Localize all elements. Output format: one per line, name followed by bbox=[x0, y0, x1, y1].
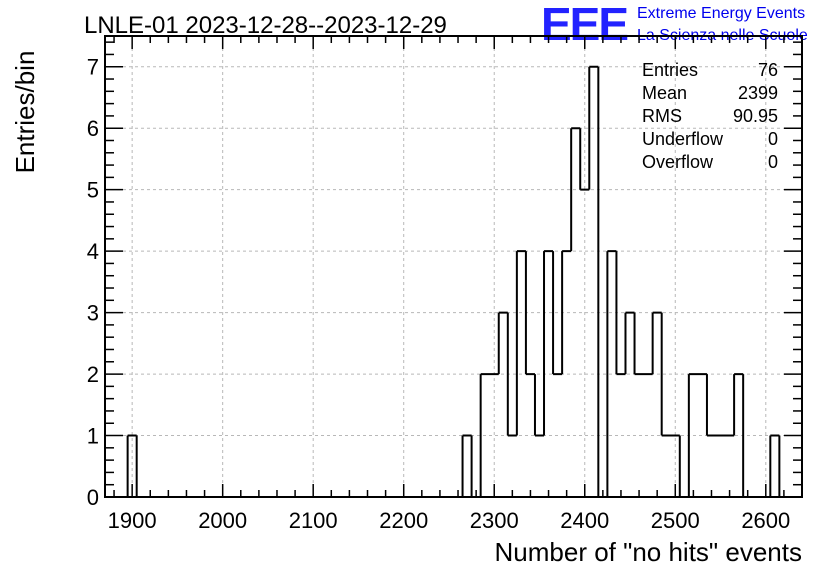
y-tick-label: 4 bbox=[87, 239, 99, 264]
x-tick-label: 2200 bbox=[379, 508, 428, 533]
y-tick-label: 6 bbox=[87, 116, 99, 141]
eee-logo-line1: Extreme Energy Events bbox=[637, 5, 805, 22]
x-tick-label: 1900 bbox=[108, 508, 157, 533]
stats-value: 0 bbox=[768, 129, 778, 149]
stats-label: Overflow bbox=[642, 152, 714, 172]
y-tick-label: 3 bbox=[87, 301, 99, 326]
y-tick-label: 0 bbox=[87, 485, 99, 510]
y-tick-label: 2 bbox=[87, 362, 99, 387]
axes bbox=[104, 35, 803, 498]
stats-value: 0 bbox=[768, 152, 778, 172]
y-tick-label: 5 bbox=[87, 178, 99, 203]
tick-labels: 1900 2000 2100 2200 2300 2400 2500 2600 0 1 2 3 4 5 6 7 bbox=[87, 55, 791, 533]
histogram-outline bbox=[126, 65, 781, 497]
x-tick-label: 2500 bbox=[651, 508, 700, 533]
y-tick-label: 7 bbox=[87, 55, 99, 80]
y-axis-title: Entries/bin bbox=[10, 51, 40, 174]
stats-label: Entries bbox=[642, 60, 698, 80]
stats-label: Underflow bbox=[642, 129, 724, 149]
x-tick-label: 2000 bbox=[198, 508, 247, 533]
chart-title: LNLE-01 2023-12-28--2023-12-29 bbox=[84, 12, 447, 39]
x-tick-label: 2300 bbox=[470, 508, 519, 533]
grid-lines bbox=[105, 36, 802, 497]
stats-value: 2399 bbox=[738, 83, 778, 103]
stats-label: RMS bbox=[642, 106, 682, 126]
stats-box: Entries 76 Mean 2399 RMS 90.95 Underflow 0 Overf… bbox=[642, 60, 778, 172]
stats-value: 90.95 bbox=[733, 106, 778, 126]
y-tick-label: 1 bbox=[87, 424, 99, 449]
plot-frame bbox=[104, 35, 803, 498]
x-tick-label: 2100 bbox=[289, 508, 338, 533]
x-tick-label: 2600 bbox=[741, 508, 790, 533]
x-axis-title: Number of "no hits" events bbox=[495, 537, 803, 567]
stats-label: Mean bbox=[642, 83, 687, 103]
stats-value: 76 bbox=[758, 60, 778, 80]
x-tick-label: 2400 bbox=[560, 508, 609, 533]
